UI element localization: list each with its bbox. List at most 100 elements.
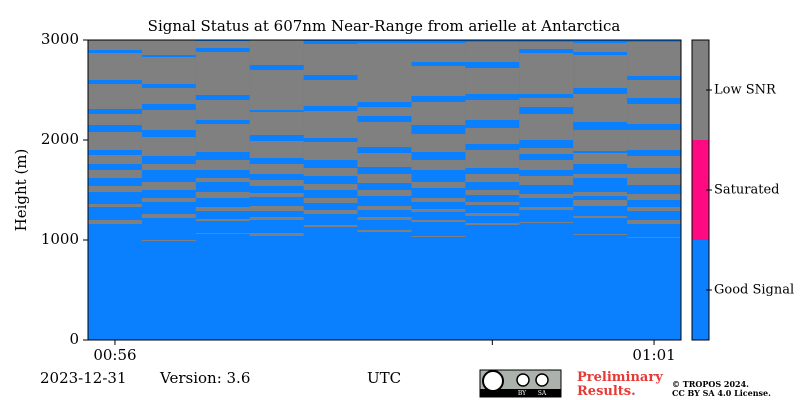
low-snr-cell <box>303 44 358 75</box>
low-snr-cell <box>627 237 681 238</box>
colorbar-segment <box>692 40 709 140</box>
low-snr-cell <box>573 174 628 178</box>
low-snr-cell <box>249 206 304 211</box>
low-snr-cell <box>303 168 358 176</box>
low-snr-cell <box>411 198 466 202</box>
colorbar-frame <box>691 39 710 341</box>
colorbar-segment <box>692 140 709 240</box>
y-tick-label: 3000 <box>41 30 79 48</box>
low-snr-cell <box>411 66 466 96</box>
low-snr-cell <box>249 40 304 65</box>
low-snr-cell <box>195 160 250 170</box>
low-snr-cell <box>465 128 520 144</box>
low-snr-cell <box>88 220 142 224</box>
low-snr-cell <box>88 186 142 192</box>
low-snr-cell <box>411 236 466 237</box>
low-snr-cell <box>88 53 142 80</box>
low-snr-cell <box>465 202 520 205</box>
low-snr-cell <box>519 222 574 223</box>
low-snr-cell <box>195 52 250 95</box>
low-snr-cell <box>519 98 574 107</box>
low-snr-cell <box>357 230 412 232</box>
low-snr-cell <box>303 80 358 106</box>
low-snr-cell <box>88 84 142 109</box>
low-snr-cell <box>195 233 250 234</box>
low-snr-cell <box>249 217 304 220</box>
low-snr-cell <box>249 193 304 197</box>
low-snr-cell <box>573 192 628 196</box>
low-snr-cell <box>627 174 681 185</box>
low-snr-cell <box>141 240 196 241</box>
low-snr-cell <box>627 194 681 200</box>
low-snr-cell <box>627 104 681 124</box>
low-snr-cell <box>141 57 196 84</box>
low-snr-cell <box>465 42 520 62</box>
low-snr-cell <box>249 164 304 174</box>
low-snr-cell <box>195 178 250 182</box>
low-snr-cell <box>141 88 196 104</box>
low-snr-cell <box>519 160 574 170</box>
low-snr-cell <box>249 233 304 236</box>
low-snr-cell <box>465 174 520 182</box>
low-snr-cell <box>141 137 196 156</box>
low-snr-cell <box>303 198 358 203</box>
low-snr-cell <box>303 142 358 160</box>
low-snr-cell <box>573 55 628 88</box>
legend-label: Good Signal <box>714 283 794 298</box>
y-tick-label: 2000 <box>41 130 79 148</box>
low-snr-cell <box>195 219 250 221</box>
low-snr-cell <box>411 160 466 170</box>
low-snr-cell <box>573 43 628 52</box>
low-snr-cell <box>411 102 466 125</box>
low-snr-cell <box>411 134 466 152</box>
low-snr-cell <box>357 43 412 102</box>
low-snr-cell <box>573 94 628 122</box>
badge-text: BY <box>518 390 527 397</box>
low-snr-cell <box>195 192 250 198</box>
low-snr-cell <box>357 122 412 147</box>
low-snr-cell <box>195 124 250 152</box>
low-snr-cell <box>303 184 358 190</box>
low-snr-cell <box>411 220 466 222</box>
x-axis-label: UTC <box>367 369 401 387</box>
low-snr-cell <box>465 150 520 168</box>
low-snr-cell <box>465 223 520 225</box>
low-snr-cell <box>519 42 574 49</box>
low-snr-cell <box>573 216 628 218</box>
low-snr-cell <box>88 132 142 150</box>
y-tick-label: 0 <box>69 330 79 348</box>
low-snr-cell <box>519 176 574 185</box>
low-snr-cell <box>357 174 412 183</box>
low-snr-cell <box>519 114 574 140</box>
low-snr-cell <box>627 80 681 98</box>
license-badge: BY SA <box>479 369 562 398</box>
low-snr-cell <box>573 130 628 151</box>
low-snr-cell <box>141 214 196 218</box>
low-snr-cell <box>357 190 412 196</box>
low-snr-cell <box>141 40 196 55</box>
legend-label: Low SNR <box>714 83 777 98</box>
notice: Preliminary Results. <box>577 370 663 399</box>
low-snr-cell <box>249 180 304 186</box>
low-snr-cell <box>411 43 466 62</box>
version: Version: 3.6 <box>159 369 250 387</box>
low-snr-cell <box>357 107 412 116</box>
low-snr-cell <box>88 204 142 207</box>
low-snr-cell <box>141 182 196 190</box>
low-snr-cell <box>195 41 250 48</box>
low-snr-cell <box>519 148 574 154</box>
low-snr-cell <box>519 207 574 210</box>
low-snr-cell <box>573 153 628 164</box>
low-snr-cell <box>519 53 574 94</box>
low-snr-cell <box>357 206 412 210</box>
low-snr-cell <box>88 114 142 125</box>
x-tick-label: 00:56 <box>93 346 136 364</box>
y-tick-label: 1000 <box>41 230 79 248</box>
low-snr-cell <box>465 100 520 120</box>
low-snr-cell <box>141 198 196 202</box>
y-axis-label: Height (m) <box>12 149 30 232</box>
low-snr-cell <box>573 234 628 235</box>
low-snr-cell <box>88 170 142 178</box>
